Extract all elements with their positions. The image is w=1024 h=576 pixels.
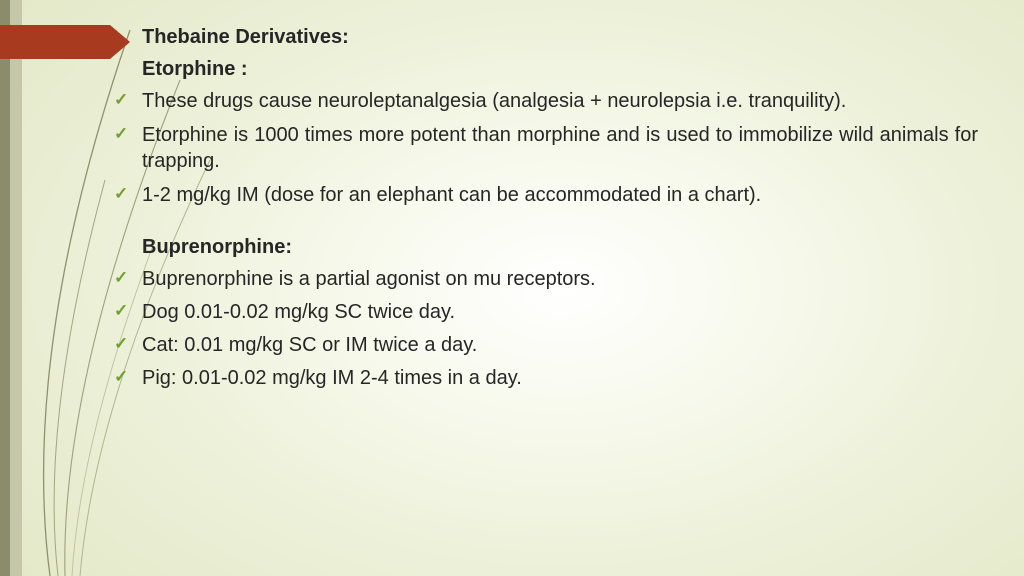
section-heading: Etorphine : (142, 56, 978, 82)
list-item: Etorphine is 1000 times more potent than… (118, 122, 978, 174)
list-item: These drugs cause neuroleptanalgesia (an… (118, 88, 978, 114)
section-heading: Buprenorphine: (142, 234, 978, 260)
list-item: Buprenorphine is a partial agonist on mu… (118, 266, 978, 292)
list-item: Dog 0.01-0.02 mg/kg SC twice day. (118, 299, 978, 325)
left-accent-bar (0, 0, 22, 576)
bullet-list: Buprenorphine is a partial agonist on mu… (142, 266, 978, 391)
list-item: 1-2 mg/kg IM (dose for an elephant can b… (118, 182, 978, 208)
slide-content: Thebaine Derivatives: Etorphine : These … (142, 24, 978, 417)
list-item: Cat: 0.01 mg/kg SC or IM twice a day. (118, 332, 978, 358)
slide-title: Thebaine Derivatives: (142, 24, 978, 50)
title-arrow-icon (0, 25, 130, 59)
list-item: Pig: 0.01-0.02 mg/kg IM 2-4 times in a d… (118, 365, 978, 391)
bullet-list: These drugs cause neuroleptanalgesia (an… (142, 88, 978, 208)
